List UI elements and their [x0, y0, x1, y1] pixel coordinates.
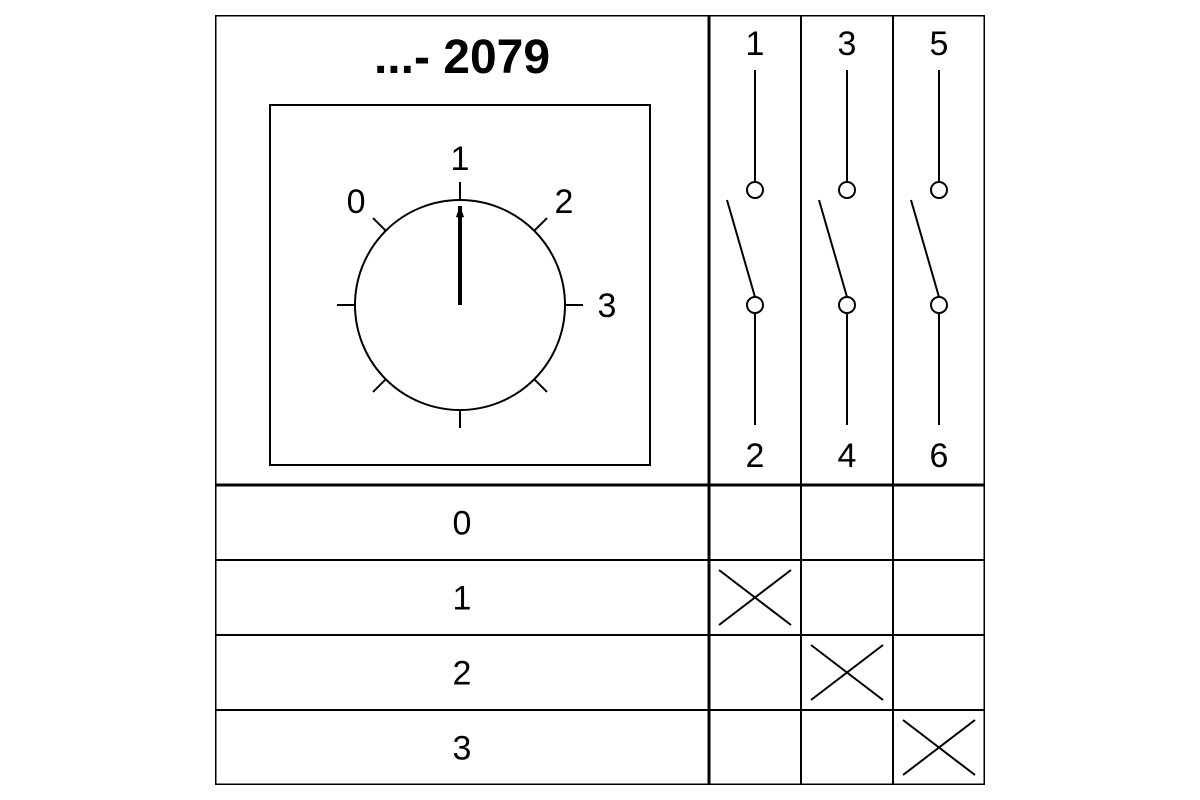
- contact-node: [839, 297, 855, 313]
- diagram-title: ...- 2079: [374, 31, 550, 84]
- contact-top-label: 1: [746, 25, 765, 63]
- outer-frame: [215, 15, 985, 785]
- switch-arm: [911, 200, 939, 297]
- dial-tick: [534, 218, 547, 231]
- contact-node: [747, 182, 763, 198]
- switch-arm: [727, 200, 755, 297]
- contact-bottom-label: 4: [838, 437, 857, 475]
- table-row-label: 2: [453, 655, 472, 693]
- switch-arm: [819, 200, 847, 297]
- contact-bottom-label: 6: [930, 437, 949, 475]
- contact-top-label: 3: [838, 25, 857, 63]
- contact-node: [747, 297, 763, 313]
- dial-tick: [534, 379, 547, 392]
- dial-label: 2: [554, 183, 573, 221]
- contact-top-label: 5: [930, 25, 949, 63]
- diagram-svg: ...- 2079 0 1 2 3 1 2 3 4 5 6 0 1 2 3: [215, 15, 985, 785]
- dial-label: 0: [347, 183, 366, 221]
- table-row-label: 1: [453, 580, 472, 618]
- contact-node: [931, 297, 947, 313]
- contact-bottom-label: 2: [746, 437, 765, 475]
- table-row-label: 3: [453, 730, 472, 768]
- dial-label: 3: [598, 287, 617, 325]
- table-row-label: 0: [453, 505, 472, 543]
- dial-tick: [373, 379, 386, 392]
- dial-label: 1: [451, 140, 470, 178]
- contact-node: [839, 182, 855, 198]
- contact-node: [931, 182, 947, 198]
- pointer-arrowhead: [456, 206, 464, 217]
- switch-diagram: ...- 2079 0 1 2 3 1 2 3 4 5 6 0 1 2 3: [215, 15, 985, 785]
- dial-tick: [373, 218, 386, 231]
